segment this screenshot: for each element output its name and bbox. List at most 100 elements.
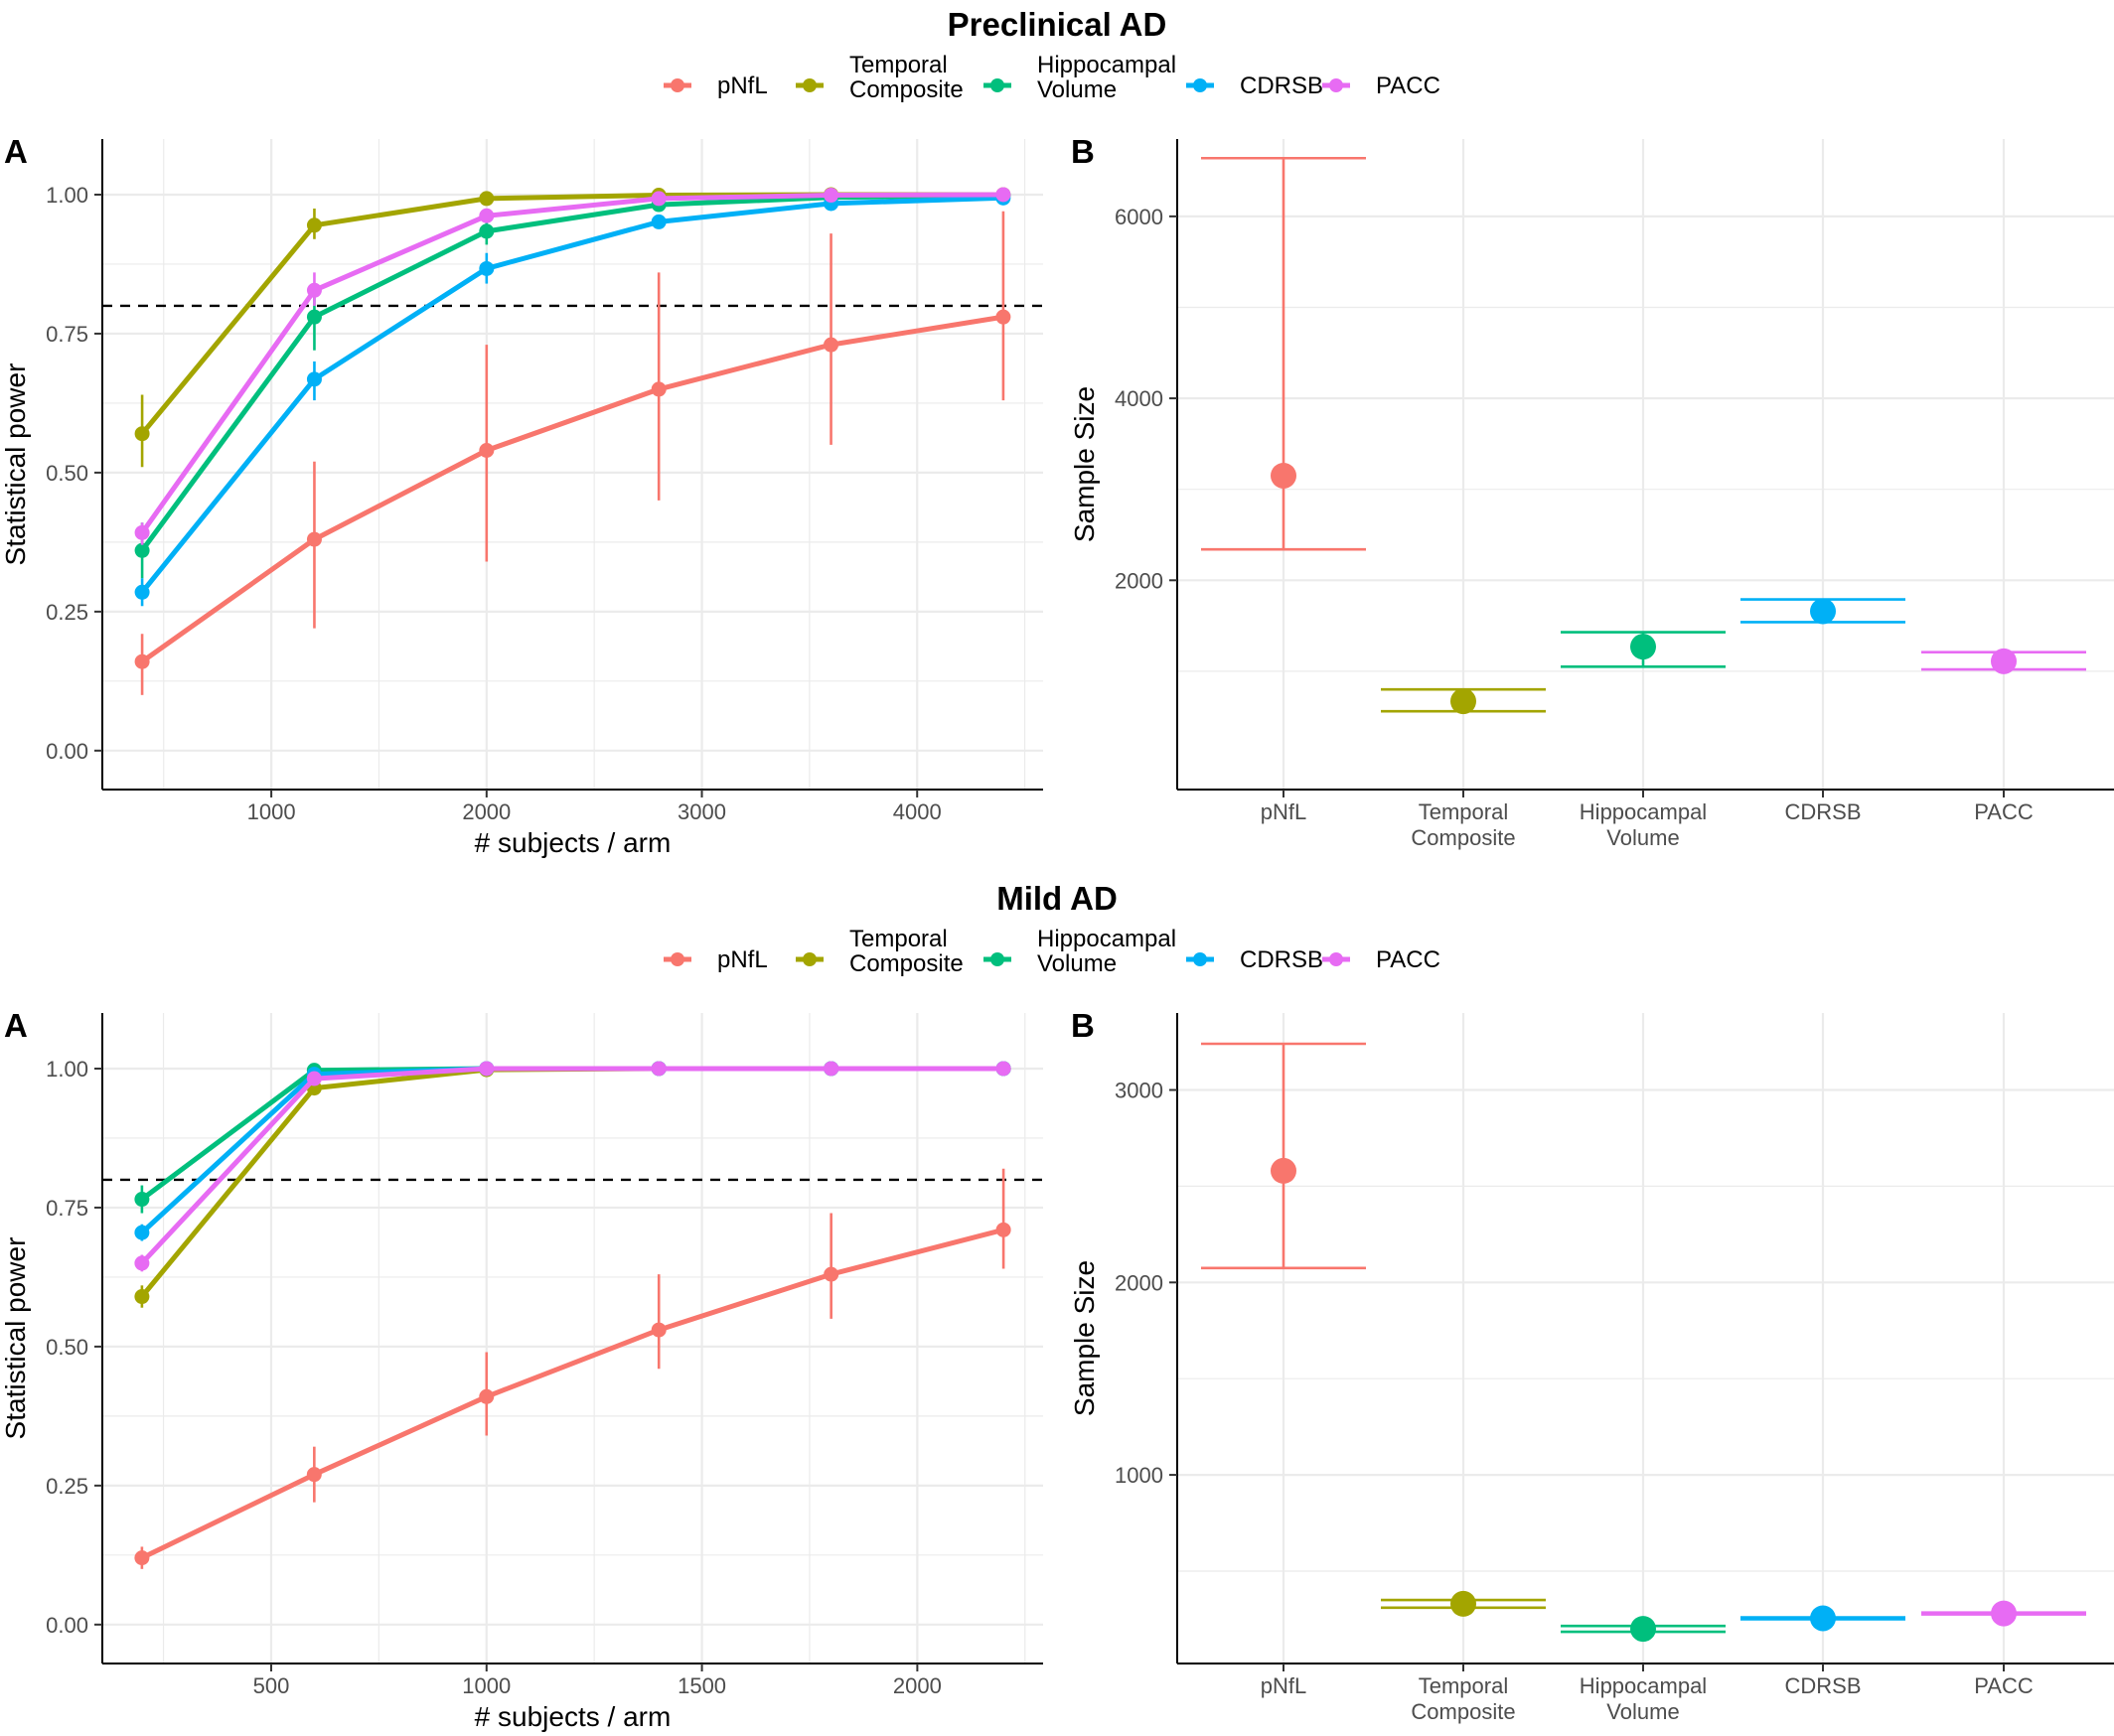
y-axis-label: Sample Size xyxy=(1069,1260,1100,1416)
y-tick-label: 1.00 xyxy=(46,1057,88,1082)
legend-label-hippocampal-volume: Volume xyxy=(1037,76,1117,103)
legend-key-dot-temporal-composite xyxy=(803,952,817,966)
y-tick-label: 1.00 xyxy=(46,183,88,208)
x-tick-label-hippocampal-volume: Hippocampal xyxy=(1580,1673,1707,1698)
legend-key-dot-hippocampal-volume xyxy=(990,952,1004,966)
legend-label-cdrsb: CDRSB xyxy=(1240,946,1323,973)
x-tick-label-pacc: PACC xyxy=(1974,799,2034,824)
y-tick-label: 0.50 xyxy=(46,461,88,486)
x-tick-label: 1500 xyxy=(678,1673,726,1698)
legend-key-dot-temporal-composite xyxy=(803,78,817,92)
y-tick-label: 0.50 xyxy=(46,1335,88,1360)
legend-label-pnfl: pNfL xyxy=(717,72,768,99)
group-title-mild: Mild AD xyxy=(996,880,1118,917)
data-point-cdrsb xyxy=(134,1225,150,1240)
data-point-pnfl xyxy=(1271,462,1296,489)
panel-label: B xyxy=(1071,1007,1095,1044)
x-tick-label: 500 xyxy=(253,1673,290,1698)
legend-label-cdrsb: CDRSB xyxy=(1240,72,1323,99)
panel-label: A xyxy=(4,1007,28,1044)
data-point-pacc xyxy=(1991,648,2017,674)
legend-label-pacc: PACC xyxy=(1376,72,1440,99)
data-point-cdrsb xyxy=(651,214,667,229)
x-tick-label-temporal-composite: Composite xyxy=(1411,825,1515,850)
x-axis-label: # subjects / arm xyxy=(475,827,672,858)
data-point-cdrsb xyxy=(306,371,322,387)
data-point-pacc xyxy=(134,1255,150,1271)
data-point-pacc xyxy=(306,1071,322,1086)
x-tick-label: 1000 xyxy=(462,1673,511,1698)
data-point-pnfl xyxy=(824,337,839,353)
data-point-cdrsb xyxy=(1810,598,1836,625)
data-point-pnfl xyxy=(1271,1157,1296,1184)
data-point-pacc xyxy=(479,1061,495,1077)
x-tick-label: 2000 xyxy=(893,1673,942,1698)
y-axis-label: Sample Size xyxy=(1069,386,1100,542)
legend-key-dot-cdrsb xyxy=(1193,952,1207,966)
legend-key-dot-pacc xyxy=(1329,78,1343,92)
data-point-pnfl xyxy=(134,1550,150,1566)
series-line-pacc xyxy=(140,192,1003,534)
y-tick-label: 0.00 xyxy=(46,1613,88,1638)
data-point-pnfl xyxy=(306,1467,322,1483)
data-point-temporal-composite xyxy=(134,426,150,442)
data-point-hippocampal-volume xyxy=(306,309,322,325)
data-point-temporal-composite xyxy=(1450,1590,1476,1617)
data-point-hippocampal-volume xyxy=(134,542,150,558)
data-point-pacc xyxy=(134,524,150,540)
legend-label-pacc: PACC xyxy=(1376,946,1440,973)
series-line-pnfl xyxy=(140,1227,1004,1560)
y-tick-label: 3000 xyxy=(1115,1079,1163,1103)
x-tick-label-temporal-composite: Composite xyxy=(1411,1699,1515,1724)
data-point-hippocampal-volume xyxy=(134,1192,150,1208)
data-point-hippocampal-volume xyxy=(1630,1616,1656,1643)
x-tick-label-hippocampal-volume: Volume xyxy=(1606,1699,1679,1724)
data-point-pnfl xyxy=(479,1388,495,1404)
data-point-pacc xyxy=(824,188,839,204)
data-point-pnfl xyxy=(651,1322,667,1338)
legend-label-temporal-composite: Temporal xyxy=(849,52,948,78)
x-tick-label-cdrsb: CDRSB xyxy=(1784,1673,1861,1698)
legend-key-dot-pnfl xyxy=(671,952,684,966)
legend-label-temporal-composite: Composite xyxy=(849,76,964,103)
x-tick-label-pnfl: pNfL xyxy=(1261,799,1306,824)
data-point-temporal-composite xyxy=(479,191,495,207)
data-point-pnfl xyxy=(479,443,495,459)
x-tick-label-cdrsb: CDRSB xyxy=(1784,799,1861,824)
y-tick-label: 0.25 xyxy=(46,600,88,625)
group-title-preclinical: Preclinical AD xyxy=(948,6,1167,43)
x-tick-label-hippocampal-volume: Hippocampal xyxy=(1580,799,1707,824)
y-axis-label: Statistical power xyxy=(0,1237,31,1440)
y-tick-label: 6000 xyxy=(1115,205,1163,229)
y-tick-label: 2000 xyxy=(1115,568,1163,593)
data-point-cdrsb xyxy=(134,584,150,600)
data-point-pacc xyxy=(651,191,667,207)
panel-label: B xyxy=(1071,133,1095,170)
data-point-pacc xyxy=(479,208,495,223)
legend-key-dot-cdrsb xyxy=(1193,78,1207,92)
y-tick-label: 1000 xyxy=(1115,1463,1163,1488)
legend-label-hippocampal-volume: Hippocampal xyxy=(1037,52,1176,78)
data-point-hippocampal-volume xyxy=(1630,634,1656,660)
x-tick-label-temporal-composite: Temporal xyxy=(1419,799,1508,824)
data-point-pnfl xyxy=(134,653,150,669)
legend-key-dot-hippocampal-volume xyxy=(990,78,1004,92)
series-line-pnfl xyxy=(140,314,1004,664)
data-point-pnfl xyxy=(995,309,1011,325)
panel-label: A xyxy=(4,133,28,170)
data-point-pnfl xyxy=(651,381,667,397)
legend-key-dot-pnfl xyxy=(671,78,684,92)
data-point-temporal-composite xyxy=(306,217,322,233)
legend-label-temporal-composite: Composite xyxy=(849,950,964,977)
data-point-hippocampal-volume xyxy=(479,223,495,239)
x-tick-label-temporal-composite: Temporal xyxy=(1419,1673,1508,1698)
y-tick-label: 0.00 xyxy=(46,739,88,764)
y-axis-label: Statistical power xyxy=(0,363,31,566)
panel-bottom-a: 0.00 0.25 0.50 0.75 1.00 500 1000 1500 2000 # sub… xyxy=(0,1007,1043,1732)
legend-label-hippocampal-volume: Volume xyxy=(1037,950,1117,977)
data-point-temporal-composite xyxy=(134,1289,150,1305)
data-point-cdrsb xyxy=(479,260,495,276)
